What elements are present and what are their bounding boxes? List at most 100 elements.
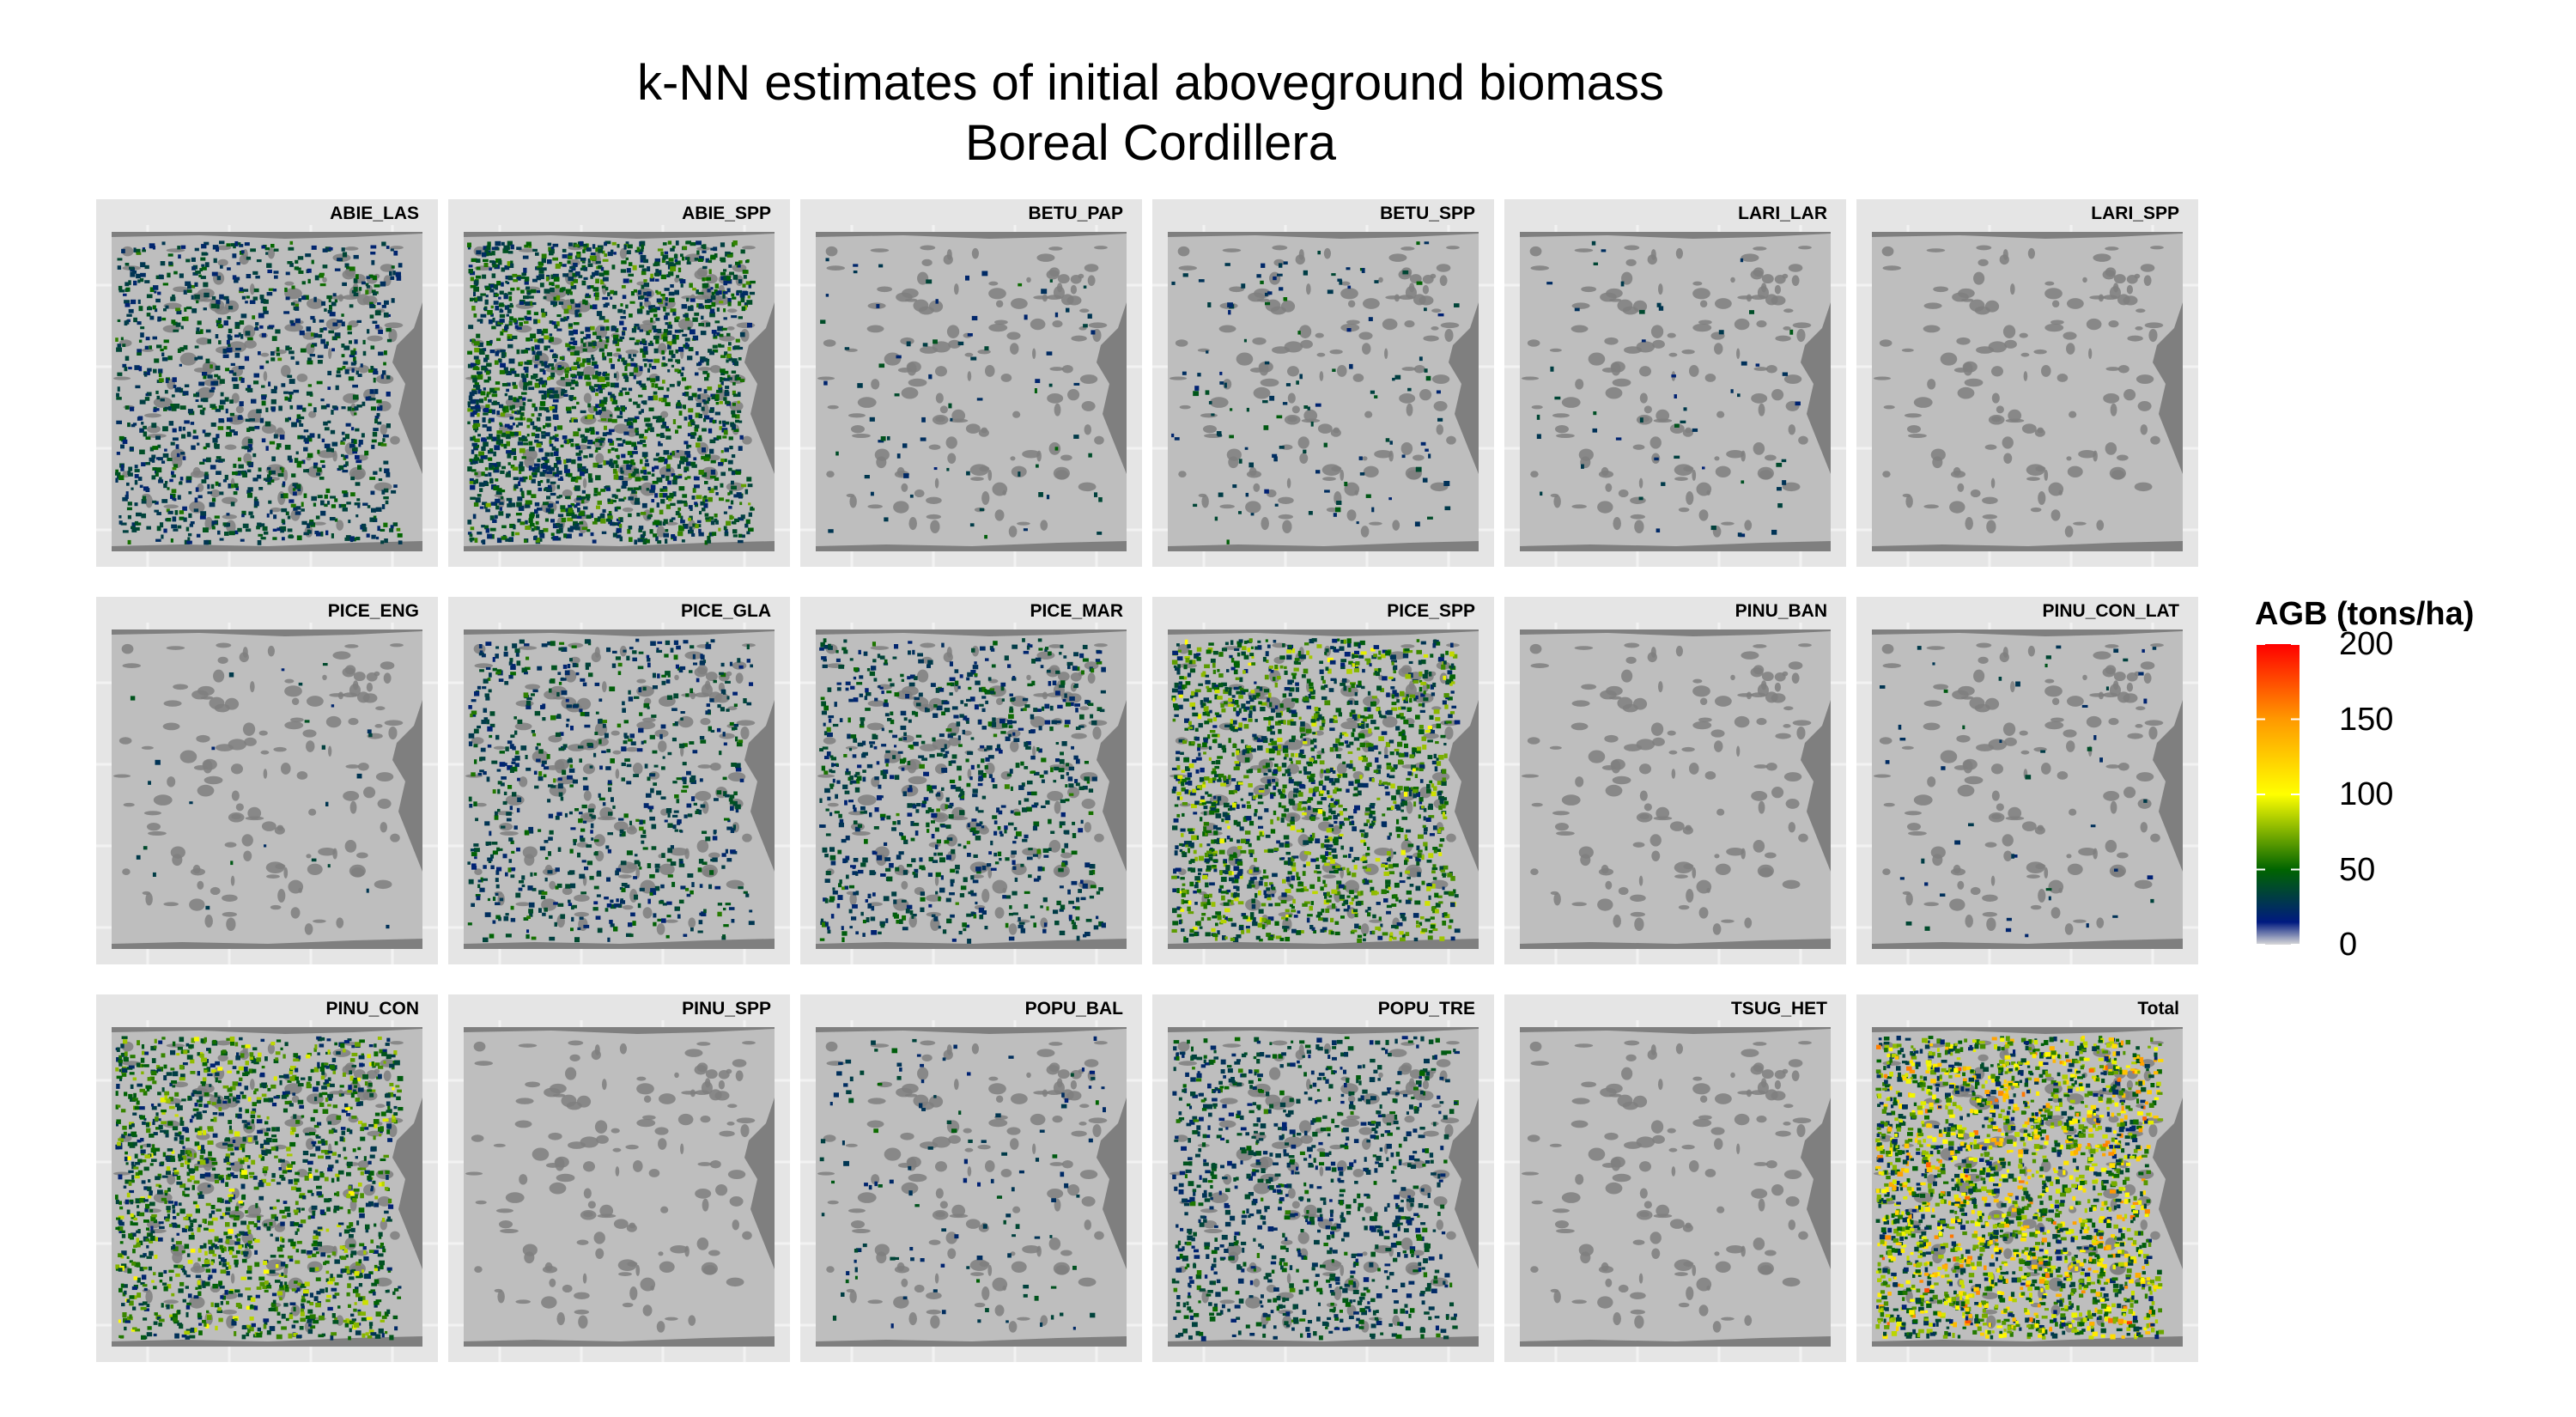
facet-panel: BETU_PAP [800,199,1142,567]
biomass-map [1856,1020,2198,1362]
facet-label: TSUG_HET [1730,999,1827,1019]
facet-label: PINU_SPP [682,999,771,1019]
terrain-patches [1522,642,1812,935]
terrain-patches [817,245,1108,538]
facet-strip: BETU_PAP [800,199,1142,225]
biomass-pixels [1171,1036,1461,1341]
biomass-map [96,1020,438,1362]
biomass-pixels [1875,1036,2165,1340]
facet-label: ABIE_LAS [330,204,419,223]
facet-strip: TSUG_HET [1504,994,1846,1020]
terrain-patches [1522,1040,1812,1333]
biomass-map [800,623,1142,964]
facet-panel: LARI_SPP [1856,199,2198,567]
biomass-pixels [1171,638,1461,944]
facet-label: PINU_CON [325,999,419,1019]
facet-panel: PICE_ENG [96,597,438,964]
facet-panel: LARI_LAR [1504,199,1846,567]
legend-tick-label: 150 [2339,701,2394,738]
biomass-map [1152,1020,1494,1362]
facet-label: ABIE_SPP [682,204,771,223]
facet-strip: PINU_BAN [1504,597,1846,623]
biomass-pixels [819,638,1106,944]
land-area [816,1029,1127,1341]
facet-label: POPU_BAL [1024,999,1123,1019]
biomass-pixels [467,638,755,943]
facet-panel: PICE_GLA [448,597,790,964]
biomass-pixels [1880,645,2157,938]
land-area [1520,1029,1831,1341]
facet-label: PICE_GLA [680,601,771,621]
biomass-map [1856,225,2198,567]
facet-strip: PICE_MAR [800,597,1142,623]
facet-panel: PICE_SPP [1152,597,1494,964]
facet-label: LARI_LAR [1738,204,1827,223]
terrain-patches [1170,245,1460,538]
land-area [1872,234,2183,546]
facet-strip: POPU_BAL [800,994,1142,1020]
facet-panel: ABIE_SPP [448,199,790,567]
biomass-map [1504,225,1846,567]
facet-panel: PINU_BAN [1504,597,1846,964]
biomass-pixels [115,1036,404,1341]
facet-strip: PINU_SPP [448,994,790,1020]
facet-strip: ABIE_SPP [448,199,790,225]
title-line-1: k-NN estimates of initial aboveground bi… [637,55,1664,111]
facet-panel: Total [1856,994,2198,1362]
terrain-patches [817,1040,1108,1333]
legend-tick-label: 100 [2339,776,2394,812]
land-area [1872,631,2183,944]
facet-panel: PICE_MAR [800,597,1142,964]
facet-strip: Total [1856,994,2198,1020]
facet-label: BETU_SPP [1380,204,1475,223]
facet-strip: PICE_ENG [96,597,438,623]
facet-strip: PINU_CON [96,994,438,1020]
facet-label: BETU_PAP [1028,204,1123,223]
facet-strip: ABIE_LAS [96,199,438,225]
facet-panel: PINU_SPP [448,994,790,1362]
facet-label: PINU_BAN [1735,601,1827,621]
facet-panel: POPU_TRE [1152,994,1494,1362]
facet-label: POPU_TRE [1377,999,1475,1019]
terrain-patches [1874,245,2164,538]
biomass-map [1856,623,2198,964]
biomass-map [800,225,1142,567]
biomass-map [448,623,790,964]
facet-strip: BETU_SPP [1152,199,1494,225]
biomass-pixels [467,240,756,545]
facet-panel: ABIE_LAS [96,199,438,567]
facet-panel: PINU_CON_LAT [1856,597,2198,964]
facet-label: PICE_MAR [1030,601,1123,621]
biomass-pixels [1536,240,1801,538]
facet-label: PINU_CON_LAT [2042,601,2179,621]
facet-label: PICE_SPP [1387,601,1475,621]
biomass-map [1152,225,1494,567]
facet-strip: PICE_GLA [448,597,790,623]
land-area [464,1029,775,1341]
legend-tick-label: 0 [2339,927,2358,963]
facet-strip: PINU_CON_LAT [1856,597,2198,623]
biomass-map [96,225,438,567]
land-area [1168,234,1479,546]
facet-strip: PICE_SPP [1152,597,1494,623]
land-area [112,631,422,944]
land-area [1520,631,1831,944]
facet-panel: PINU_CON [96,994,438,1362]
legend-tick-label: 50 [2339,851,2376,888]
biomass-map [448,225,790,567]
facet-label: Total [2137,999,2179,1019]
biomass-map [1152,623,1494,964]
legend-title: AGB (tons/ha) [2255,596,2475,632]
facet-panel: TSUG_HET [1504,994,1846,1362]
land-area [1872,1029,2183,1341]
chart-title: k-NN estimates of initial aboveground bi… [481,53,1820,173]
terrain-patches [1874,642,2164,935]
biomass-map [448,1020,790,1362]
facet-strip: LARI_LAR [1504,199,1846,225]
biomass-pixels [1171,241,1460,544]
biomass-pixels [820,258,1103,539]
facet-panel: BETU_SPP [1152,199,1494,567]
biomass-map [1504,1020,1846,1362]
facet-strip: LARI_SPP [1856,199,2198,225]
biomass-pixels [130,663,390,929]
